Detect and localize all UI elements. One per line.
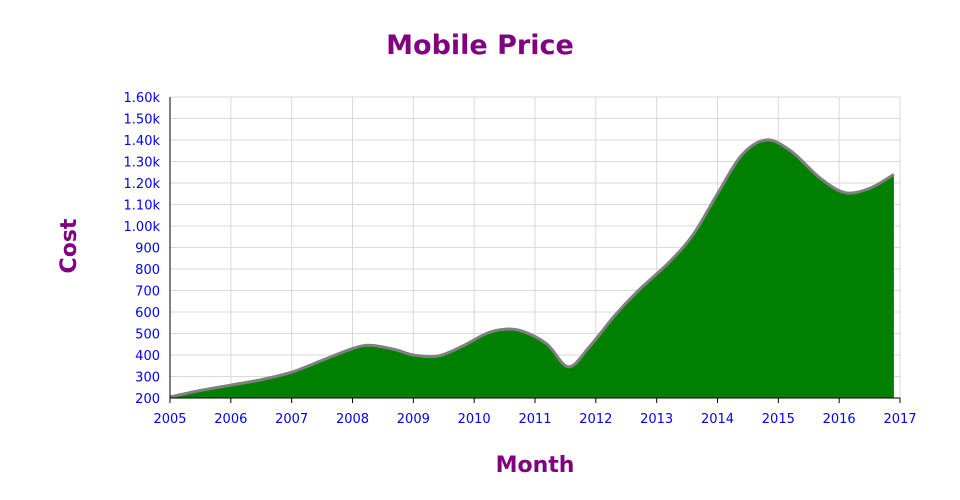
y-tick-label: 200	[135, 392, 160, 407]
y-tick-label: 900	[135, 242, 160, 257]
y-tick-label: 1.40k	[124, 134, 161, 149]
y-tick-label: 300	[135, 371, 160, 386]
x-tick-label: 2015	[762, 412, 795, 427]
y-tick-label: 1.30k	[124, 156, 161, 171]
x-tick-label: 2007	[275, 412, 308, 427]
x-tick-label: 2009	[397, 412, 430, 427]
y-axis-ticks: 200 300 400 500 600 700 800 900 1.00k 1.10k 1.20k 1…	[124, 91, 161, 407]
x-tick-label: 2010	[458, 412, 491, 427]
y-tick-label: 1.50k	[124, 113, 161, 128]
x-tick-label: 2008	[336, 412, 369, 427]
x-tick-label: 2017	[883, 412, 916, 427]
y-tick-label: 600	[135, 306, 160, 321]
y-axis-title: Cost	[57, 218, 82, 273]
chart-title: Mobile Price	[386, 30, 574, 61]
x-tick-label: 2016	[823, 412, 856, 427]
series-layer	[169, 138, 895, 399]
y-tick-label: 1.60k	[124, 91, 161, 106]
y-tick-label: 800	[135, 263, 160, 278]
y-tick-label: 500	[135, 328, 160, 343]
x-tick-label: 2011	[518, 412, 551, 427]
x-tick-label: 2013	[640, 412, 673, 427]
x-axis-ticks: 2005 2006 2007 2008 2009 2010 2011 2012 2013 2014…	[153, 398, 917, 427]
x-axis-title: Month	[496, 453, 575, 478]
x-tick-label: 2005	[153, 412, 186, 427]
x-tick-label: 2014	[701, 412, 734, 427]
y-tick-label: 1.10k	[124, 199, 161, 214]
series-line	[169, 138, 895, 399]
x-tick-label: 2012	[579, 412, 612, 427]
x-tick-label: 2006	[214, 412, 247, 427]
y-tick-label: 1.00k	[124, 220, 161, 235]
y-tick-label: 700	[135, 285, 160, 300]
y-tick-label: 1.20k	[124, 177, 161, 192]
y-tick-label: 400	[135, 349, 160, 364]
